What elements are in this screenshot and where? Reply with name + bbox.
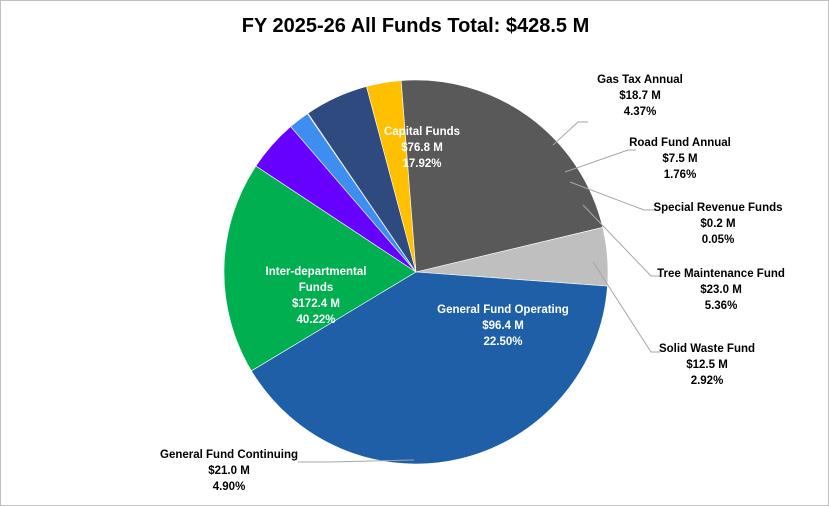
leader-line-special-revenue-funds	[569, 181, 654, 211]
leader-line-general-fund-continuing	[298, 459, 415, 463]
leader-line-solid-waste-fund	[592, 261, 660, 353]
label-special-revenue-funds: Special Revenue Funds $0.2 M 0.05%	[653, 202, 782, 246]
label-road-fund-annual: Road Fund Annual $7.5 M 1.76%	[629, 137, 731, 181]
label-general-fund-continuing: General Fund Continuing $21.0 M 4.90%	[160, 449, 298, 493]
slice-capital-funds	[223, 165, 417, 372]
leader-line-tree-maintenance-fund	[582, 204, 660, 277]
slice-inter-departmental-funds	[251, 271, 608, 465]
pie-slices	[223, 79, 609, 465]
label-gas-tax-annual: Gas Tax Annual $18.7 M 4.37%	[597, 74, 683, 118]
label-capital-funds: Capital Funds $76.8 M 17.92%	[384, 126, 460, 170]
label-general-fund-operating: General Fund Operating $96.4 M 22.50%	[437, 304, 569, 348]
chart-title: FY 2025-26 All Funds Total: $428.5 M	[241, 15, 590, 37]
slice-general-fund-operating	[400, 79, 604, 273]
label-tree-maintenance-fund: Tree Maintenance Fund $23.0 M 5.36%	[657, 268, 785, 312]
pie-labels: Capital Funds $76.8 M 17.92% Gas Tax Annual…	[160, 74, 785, 493]
label-inter-departmental-funds: Inter-departmental Funds $172.4 M 40.22%	[266, 266, 367, 326]
leader-line-gas-tax-annual	[552, 121, 588, 146]
leader-line-road-fund-annual	[564, 149, 636, 173]
label-solid-waste-fund: Solid Waste Fund $12.5 M 2.92%	[659, 343, 755, 387]
